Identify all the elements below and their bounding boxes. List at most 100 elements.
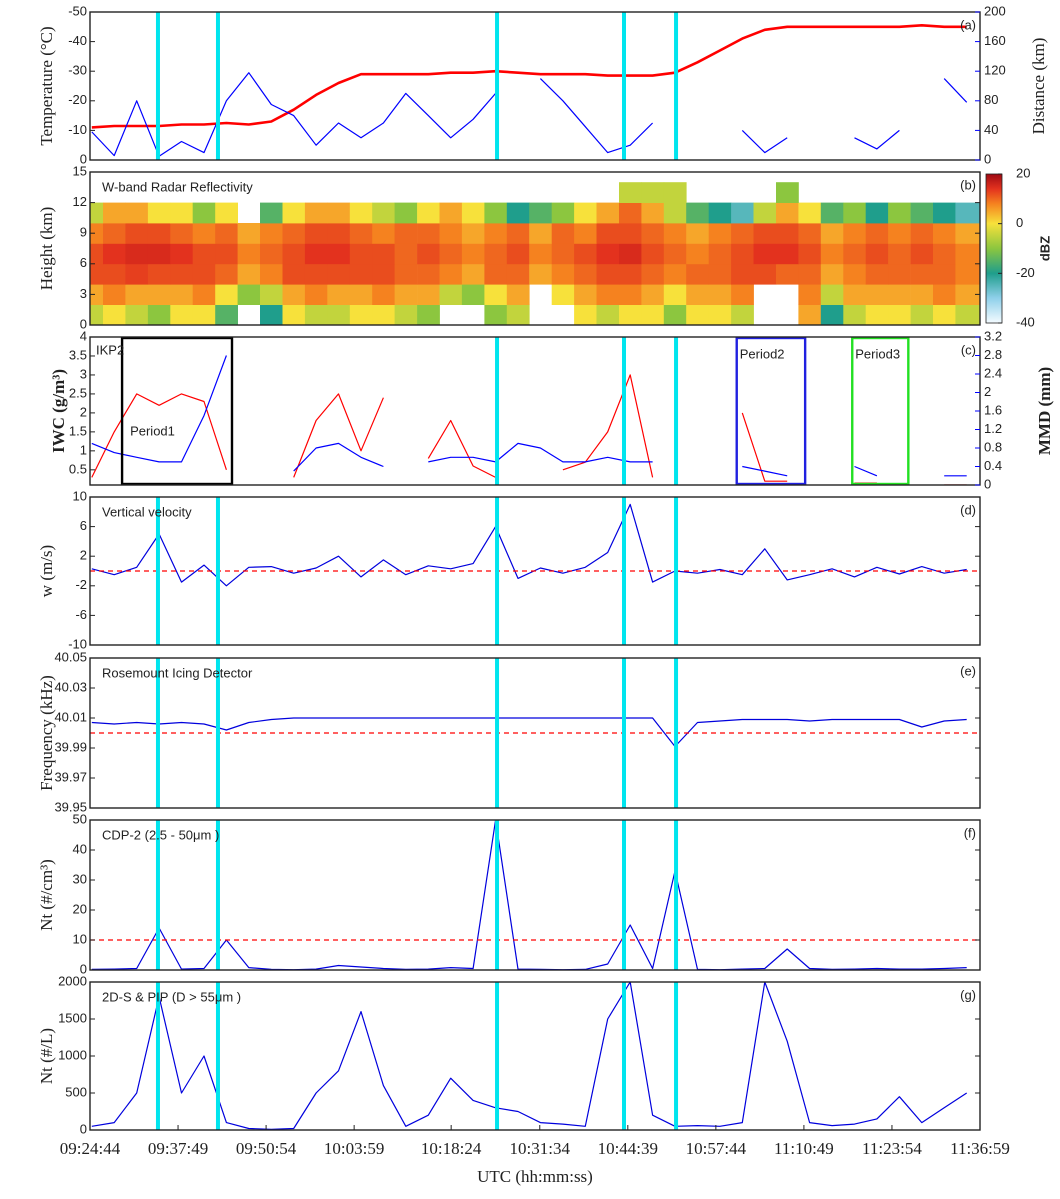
reflectivity-cell — [327, 202, 351, 224]
reflectivity-cell — [103, 243, 126, 265]
reflectivity-cell — [596, 284, 620, 305]
reflectivity-cell — [529, 202, 552, 224]
reflectivity-cell — [215, 304, 238, 325]
y-tick-label: 1.5 — [69, 423, 87, 438]
reflectivity-cell — [865, 284, 889, 305]
period-box — [851, 336, 910, 486]
y-tick-label: 3.5 — [69, 347, 87, 362]
reflectivity-cell — [776, 223, 799, 244]
y-axis-label: IWC (g/m³) — [49, 369, 68, 453]
period-box — [120, 336, 234, 486]
reflectivity-cell — [910, 202, 934, 224]
panel-title: CDP-2 (2.5 - 50μm ) — [102, 827, 219, 842]
y-tick-label: 50 — [73, 811, 87, 826]
y-tick-label: 9 — [80, 225, 87, 240]
reflectivity-cell — [551, 202, 575, 224]
panel-label: (c) — [961, 342, 976, 357]
reflectivity-cell — [843, 223, 867, 244]
reflectivity-cell — [574, 304, 597, 325]
reflectivity-cell — [955, 263, 980, 285]
reflectivity-cell — [843, 304, 867, 325]
y-tick-label: -6 — [75, 607, 87, 622]
y-tick-label: 1 — [80, 442, 87, 457]
reflectivity-cell — [304, 284, 328, 305]
reflectivity-cell — [192, 304, 216, 325]
reflectivity-cell — [888, 223, 911, 244]
data-line — [91, 355, 967, 477]
data-line — [91, 717, 967, 748]
reflectivity-cell — [619, 182, 642, 203]
reflectivity-cell — [461, 284, 485, 305]
reflectivity-cell — [865, 263, 889, 285]
reflectivity-cell — [147, 202, 171, 224]
reflectivity-cell — [125, 223, 149, 244]
reflectivity-cell — [910, 284, 934, 305]
reflectivity-cell — [686, 284, 709, 305]
y-tick-label: -10 — [68, 122, 87, 137]
reflectivity-cell — [574, 263, 597, 285]
reflectivity-cell — [686, 304, 709, 325]
y-tick-label: 2 — [80, 548, 87, 563]
panel-frame — [89, 657, 981, 809]
data-line — [91, 72, 968, 157]
y-tick-label: 40.01 — [54, 709, 87, 724]
reflectivity-cell — [551, 223, 575, 244]
reflectivity-cell — [147, 284, 171, 305]
reflectivity-cell — [888, 263, 911, 285]
x-tick-label: 10:03:59 — [324, 1139, 384, 1158]
reflectivity-cell — [417, 304, 440, 325]
reflectivity-cell — [641, 223, 665, 244]
reflectivity-cell — [776, 263, 799, 285]
reflectivity-cell — [417, 223, 440, 244]
reflectivity-cell — [506, 202, 530, 224]
reflectivity-cell — [708, 223, 732, 244]
reflectivity-cell — [529, 263, 552, 285]
reflectivity-cell — [776, 182, 799, 203]
reflectivity-cell — [349, 304, 373, 325]
reflectivity-cell — [910, 223, 934, 244]
reflectivity-cell — [686, 263, 709, 285]
reflectivity-cell — [619, 243, 642, 265]
plot-area — [90, 182, 980, 325]
data-line — [91, 503, 967, 587]
y-tick-label: 2.5 — [69, 385, 87, 400]
reflectivity-cell — [865, 223, 889, 244]
reflectivity-cell — [282, 202, 306, 224]
y-tick-label: 12 — [73, 194, 87, 209]
data-line — [91, 374, 967, 485]
reflectivity-cell — [663, 223, 687, 244]
y-axis-label: Nt (#/cm³) — [37, 859, 56, 931]
reflectivity-cell — [529, 223, 552, 244]
y-tick-label: 4 — [80, 328, 87, 343]
x-tick-label: 10:31:34 — [510, 1139, 571, 1158]
reflectivity-cell — [551, 243, 575, 265]
reflectivity-cell — [215, 284, 238, 305]
reflectivity-cell — [731, 243, 754, 265]
x-tick-label: 11:23:54 — [862, 1139, 922, 1158]
reflectivity-cell — [103, 263, 126, 285]
y-tick-label: 39.97 — [54, 769, 87, 784]
reflectivity-cell — [843, 263, 867, 285]
y2-tick-label: 2.8 — [984, 347, 1002, 362]
reflectivity-cell — [865, 243, 889, 265]
reflectivity-cell — [349, 202, 373, 224]
panel-label: (g) — [960, 987, 976, 1002]
reflectivity-cell — [192, 284, 216, 305]
reflectivity-cell — [417, 202, 440, 224]
reflectivity-cell — [731, 304, 754, 325]
period-label: Period1 — [130, 423, 175, 438]
reflectivity-cell — [596, 223, 620, 244]
reflectivity-cell — [394, 284, 418, 305]
y-tick-label: 0 — [80, 961, 87, 976]
reflectivity-cell — [372, 202, 395, 224]
y-tick-label: 0 — [80, 151, 87, 166]
reflectivity-cell — [596, 243, 620, 265]
reflectivity-cell — [865, 202, 889, 224]
reflectivity-cell — [417, 284, 440, 305]
plot-area — [91, 982, 968, 1130]
y2-tick-label: 120 — [984, 63, 1006, 78]
reflectivity-cell — [147, 223, 171, 244]
panel-label: (a) — [960, 17, 976, 32]
y2-tick-label: 0 — [984, 151, 991, 166]
reflectivity-cell — [619, 223, 642, 244]
